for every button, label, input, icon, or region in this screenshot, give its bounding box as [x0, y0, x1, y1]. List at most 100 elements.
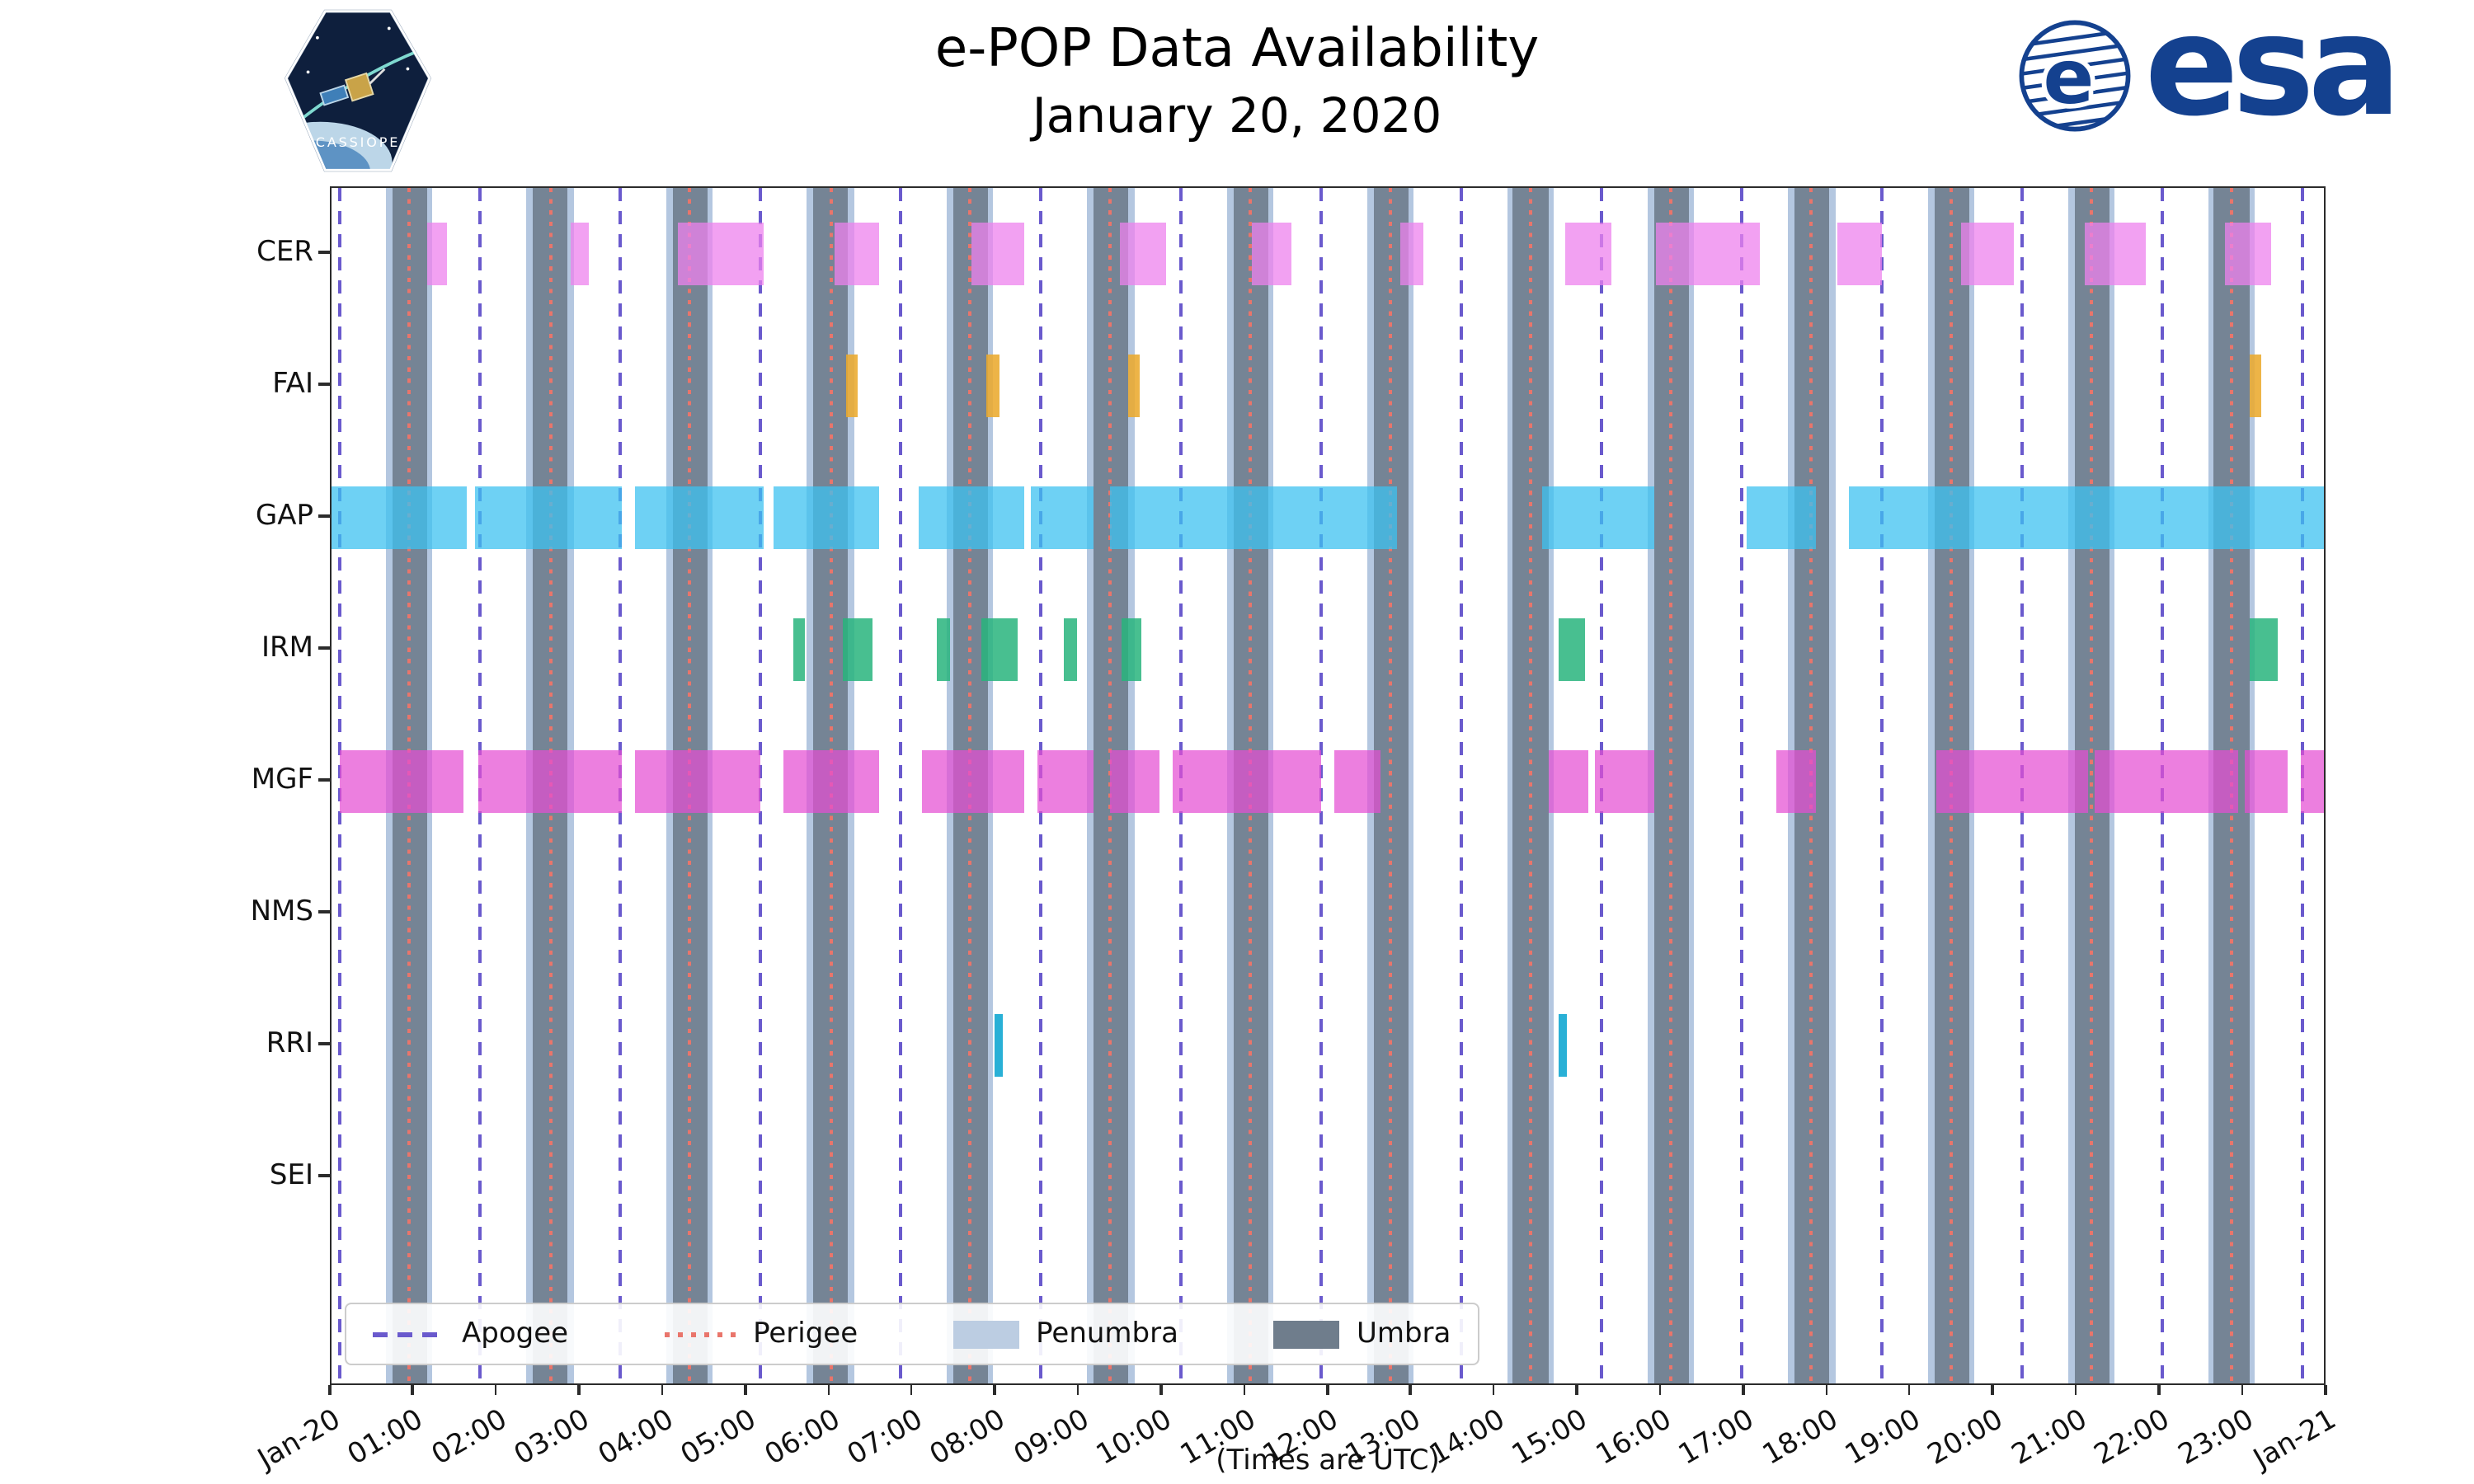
- perigee-line: [2090, 188, 2094, 1383]
- data-bar-irm: [843, 618, 873, 681]
- data-bar-cer: [1252, 223, 1291, 285]
- data-bar-mgf: [1776, 750, 1816, 813]
- xtick-label: 19:00: [1839, 1403, 1926, 1472]
- ytick-mark: [318, 514, 330, 517]
- penumbra-patch-sample: [953, 1320, 1020, 1348]
- xtick-mark: [744, 1385, 747, 1395]
- ytick-mark: [318, 910, 330, 913]
- mission-patch-text: CASSIOPE: [316, 134, 400, 150]
- xtick-mark: [1409, 1385, 1412, 1395]
- ytick-label-sei: SEI: [269, 1159, 313, 1192]
- xtick-label: 09:00: [1008, 1403, 1095, 1472]
- chart-subtitle: January 20, 2020: [1032, 87, 1442, 143]
- data-bar-gap: [475, 486, 622, 549]
- data-bar-cer: [1837, 223, 1882, 285]
- xtick-label: 07:00: [841, 1403, 929, 1472]
- data-bar-irm: [981, 618, 1018, 681]
- cassiope-mission-patch: CASSIOPE: [285, 9, 431, 172]
- data-bar-gap: [1747, 486, 1816, 549]
- xtick-mark: [411, 1385, 414, 1395]
- ytick-label-irm: IRM: [261, 632, 313, 665]
- data-bar-mgf: [1173, 750, 1321, 813]
- data-bar-gap: [918, 486, 1024, 549]
- chart-title: e-POP Data Availability: [934, 16, 1540, 79]
- xtick-label: 02:00: [426, 1403, 513, 1472]
- legend-item-umbra: Umbra: [1273, 1317, 1451, 1350]
- xtick-mark: [328, 1385, 331, 1395]
- data-bar-mgf: [635, 750, 761, 813]
- xtick-mark: [1575, 1385, 1578, 1395]
- xtick-label: 01:00: [342, 1403, 430, 1472]
- xtick-label: 15:00: [1507, 1403, 1594, 1472]
- ytick-label-rri: RRI: [266, 1027, 313, 1060]
- apogee-line: [1880, 188, 1884, 1383]
- data-bar-mgf: [1936, 750, 2088, 813]
- data-bar-cer: [1961, 223, 2014, 285]
- apogee-line: [1460, 188, 1464, 1383]
- xtick-mark: [827, 1385, 830, 1395]
- umbra-patch-sample: [1273, 1320, 1340, 1348]
- data-bar-fai: [985, 355, 999, 417]
- data-bar-mgf: [478, 750, 622, 813]
- apogee-line: [759, 188, 763, 1383]
- ytick-mark: [318, 251, 330, 253]
- xtick-label: Jan-21: [2248, 1403, 2342, 1477]
- x-axis-label: (Times are UTC): [1216, 1444, 1440, 1477]
- xtick-label: 18:00: [1757, 1403, 1843, 1472]
- xtick-mark: [1742, 1385, 1745, 1395]
- data-bar-rri: [1559, 1014, 1568, 1077]
- data-bar-irm: [2250, 618, 2279, 681]
- ytick-mark: [318, 1042, 330, 1045]
- data-bar-gap: [1542, 486, 1655, 549]
- data-bar-irm: [1121, 618, 1142, 681]
- xtick-mark: [1907, 1385, 1911, 1395]
- xtick-mark: [1991, 1385, 1994, 1395]
- ytick-mark: [318, 383, 330, 385]
- perigee-line: [1669, 188, 1673, 1383]
- data-bar-irm: [1064, 618, 1077, 681]
- xtick-mark: [993, 1385, 996, 1395]
- legend-label-apogee: Apogee: [462, 1317, 569, 1350]
- xtick-mark: [1492, 1385, 1495, 1395]
- data-bar-mgf: [1594, 750, 1655, 813]
- ytick-mark: [318, 778, 330, 781]
- data-bar-gap: [635, 486, 764, 549]
- ytick-label-cer: CER: [256, 236, 313, 269]
- data-bar-cer: [835, 223, 880, 285]
- ytick-mark: [318, 1174, 330, 1176]
- data-bar-mgf: [921, 750, 1024, 813]
- xtick-label: 21:00: [2006, 1403, 2093, 1472]
- ytick-label-fai: FAI: [272, 368, 313, 401]
- xtick-label: 10:00: [1091, 1403, 1178, 1472]
- data-bar-cer: [2224, 223, 2271, 285]
- xtick-label: 16:00: [1590, 1403, 1677, 1472]
- data-bar-mgf: [1037, 750, 1094, 813]
- data-bar-mgf: [2094, 750, 2239, 813]
- ytick-label-nms: NMS: [250, 895, 313, 928]
- data-bar-mgf: [2300, 750, 2324, 813]
- apogee-line: [1319, 188, 1323, 1383]
- data-bar-gap: [1109, 486, 1397, 549]
- legend-item-perigee: Perigee: [664, 1317, 858, 1350]
- ytick-label-gap: GAP: [255, 500, 313, 533]
- xtick-mark: [910, 1385, 913, 1395]
- xtick-label: 05:00: [675, 1403, 763, 1472]
- esa-logo: e esa: [2013, 0, 2401, 139]
- xtick-mark: [1658, 1385, 1662, 1395]
- data-bar-mgf: [1334, 750, 1380, 813]
- xtick-mark: [661, 1385, 664, 1395]
- data-bar-irm: [937, 618, 951, 681]
- data-bar-irm: [1559, 618, 1585, 681]
- data-bar-cer: [1399, 223, 1423, 285]
- data-bar-mgf: [783, 750, 880, 813]
- legend-label-umbra: Umbra: [1356, 1317, 1451, 1350]
- xtick-label: 14:00: [1423, 1403, 1511, 1472]
- legend-label-penumbra: Penumbra: [1036, 1317, 1178, 1350]
- data-bar-irm: [793, 618, 805, 681]
- apogee-line: [1740, 188, 1744, 1383]
- data-bar-fai: [1127, 355, 1141, 417]
- plot-area: Apogee Perigee Penumbra Umbra: [330, 186, 2326, 1385]
- perigee-line: [1529, 188, 1532, 1383]
- legend: Apogee Perigee Penumbra Umbra: [345, 1303, 1479, 1365]
